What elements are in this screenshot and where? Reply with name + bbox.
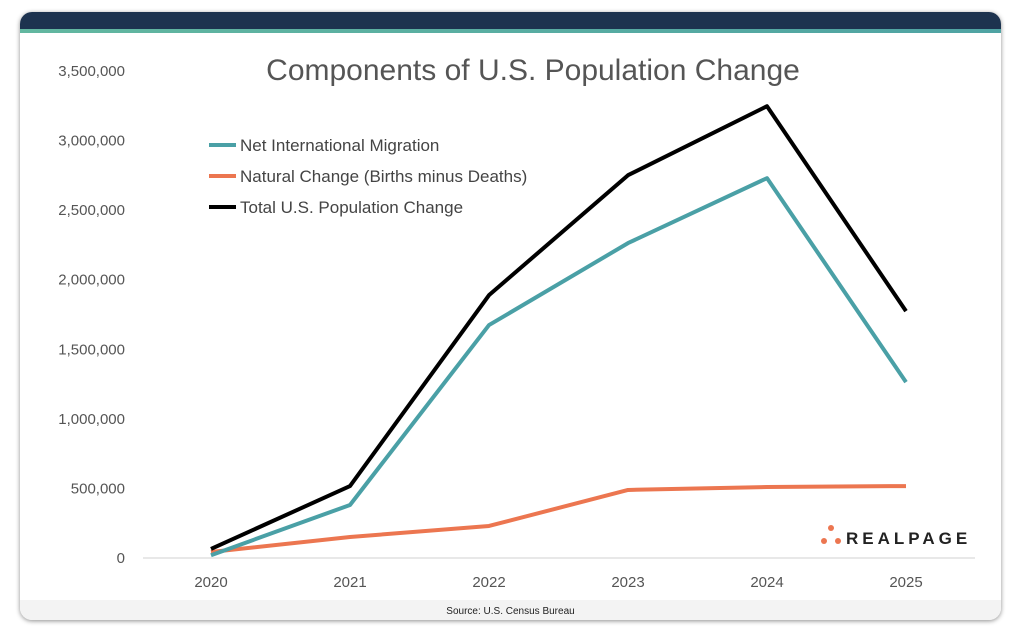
- realpage-logo: REALPAGE: [821, 525, 971, 548]
- source-note: Source: U.S. Census Bureau: [446, 606, 575, 617]
- y-tick-label: 2,000,000: [58, 272, 125, 289]
- legend-label: Total U.S. Population Change: [240, 198, 463, 217]
- y-tick-label: 3,500,000: [58, 63, 125, 80]
- legend-label: Net International Migration: [240, 136, 439, 155]
- footer-band: Source: U.S. Census Bureau: [20, 600, 1001, 620]
- x-tick-label: 2024: [750, 574, 783, 591]
- accent-stripe: [20, 29, 1001, 33]
- x-tick-label: 2020: [194, 574, 227, 591]
- y-tick-label: 500,000: [71, 480, 125, 497]
- svg-text:REALPAGE: REALPAGE: [846, 529, 971, 548]
- x-tick-label: 2023: [611, 574, 644, 591]
- x-tick-label: 2022: [472, 574, 505, 591]
- x-tick-label: 2025: [889, 574, 922, 591]
- y-tick-label: 0: [117, 550, 125, 567]
- header-band: [20, 12, 1001, 29]
- series-line: [210, 484, 907, 555]
- y-tick-label: 1,500,000: [58, 341, 125, 358]
- series-line: [210, 104, 908, 551]
- legend-label: Natural Change (Births minus Deaths): [240, 167, 527, 186]
- x-tick-label: 2021: [333, 574, 366, 591]
- y-tick-label: 2,500,000: [58, 202, 125, 219]
- y-tick-label: 1,000,000: [58, 411, 125, 428]
- y-tick-label: 3,000,000: [58, 133, 125, 150]
- series-line: [210, 176, 908, 558]
- chart-title: Components of U.S. Population Change: [266, 54, 800, 87]
